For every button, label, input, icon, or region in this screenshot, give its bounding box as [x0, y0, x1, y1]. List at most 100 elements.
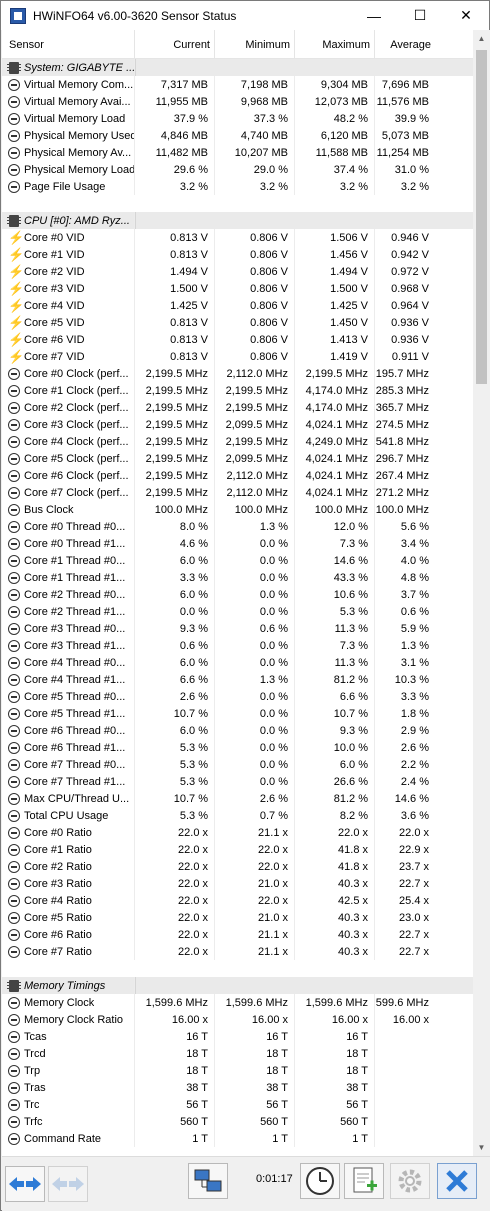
- sensor-row[interactable]: Physical Memory Used 4,846 MB 4,740 MB 6,12…: [2, 127, 473, 144]
- sensor-label: Core #3 Thread #1...: [24, 639, 126, 652]
- sensor-row[interactable]: ⚡ Core #1 VID 0.813 V 0.806 V 1.456 V 0.942 V: [2, 246, 473, 263]
- sensor-row[interactable]: Core #4 Clock (perf... 2,199.5 MHz 2,199.5…: [2, 433, 473, 450]
- sensor-row[interactable]: Virtual Memory Load 37.9 % 37.3 % 48.2 % 39.…: [2, 110, 473, 127]
- sensor-gauge-icon: [8, 146, 20, 159]
- sensor-row[interactable]: Core #1 Ratio 22.0 x 22.0 x 41.8 x 22.9 x: [2, 841, 473, 858]
- sensor-row[interactable]: Core #1 Clock (perf... 2,199.5 MHz 2,199.5…: [2, 382, 473, 399]
- sensor-row[interactable]: Tras 38 T 38 T 38 T: [2, 1079, 473, 1096]
- sensor-row[interactable]: Core #7 Clock (perf... 2,199.5 MHz 2,112.0…: [2, 484, 473, 501]
- close-x-icon[interactable]: [437, 1163, 477, 1199]
- sensor-row[interactable]: Trcd 18 T 18 T 18 T: [2, 1045, 473, 1062]
- sensor-grid[interactable]: Sensor Current Minimum Maximum Average S…: [2, 30, 473, 1156]
- sensor-row[interactable]: ⚡ Core #5 VID 0.813 V 0.806 V 1.450 V 0.936 V: [2, 314, 473, 331]
- sensor-row[interactable]: Core #3 Thread #1... 0.6 % 0.0 % 7.3 % 1.3 %: [2, 637, 473, 654]
- sensor-group-row[interactable]: Memory Timings: [2, 977, 473, 994]
- clock-icon[interactable]: [300, 1163, 340, 1199]
- maximum-value-cell: 41.8 x: [295, 841, 375, 858]
- sensor-row[interactable]: Core #3 Thread #0... 9.3 % 0.6 % 11.3 % 5.9 …: [2, 620, 473, 637]
- sensor-row[interactable]: Core #4 Ratio 22.0 x 22.0 x 42.5 x 25.4 x: [2, 892, 473, 909]
- sensor-row[interactable]: Physical Memory Av... 11,482 MB 10,207 MB 1…: [2, 144, 473, 161]
- arrows-left-right-icon[interactable]: [48, 1166, 88, 1202]
- current-value-cell: 2,199.5 MHz: [135, 484, 215, 501]
- sensor-label: Core #2 VID: [24, 265, 85, 278]
- arrows-left-right-icon[interactable]: [5, 1166, 45, 1202]
- sensor-row[interactable]: Core #6 Ratio 22.0 x 21.1 x 40.3 x 22.7 x: [2, 926, 473, 943]
- sensor-row[interactable]: Core #2 Thread #0... 6.0 % 0.0 % 10.6 % 3.7 …: [2, 586, 473, 603]
- sensor-name-cell: ⚡ Core #3 VID: [2, 280, 135, 297]
- sensor-row[interactable]: Core #1 Thread #0... 6.0 % 0.0 % 14.6 % 4.0 …: [2, 552, 473, 569]
- sensor-group-row[interactable]: CPU [#0]: AMD Ryz...: [2, 212, 473, 229]
- column-header-sensor[interactable]: Sensor: [2, 30, 135, 59]
- sensor-row[interactable]: Trc 56 T 56 T 56 T: [2, 1096, 473, 1113]
- sensor-row[interactable]: Trp 18 T 18 T 18 T: [2, 1062, 473, 1079]
- sensor-row[interactable]: Core #2 Clock (perf... 2,199.5 MHz 2,199.5…: [2, 399, 473, 416]
- sensor-row[interactable]: Virtual Memory Com... 7,317 MB 7,198 MB 9,3…: [2, 76, 473, 93]
- minimum-value-cell: 0.806 V: [215, 246, 295, 263]
- maximize-button[interactable]: ☐: [413, 7, 427, 23]
- sensor-label: Core #3 VID: [24, 282, 85, 295]
- sensor-row[interactable]: Core #2 Thread #1... 0.0 % 0.0 % 5.3 % 0.6 %: [2, 603, 473, 620]
- column-header-maximum[interactable]: Maximum: [295, 30, 375, 59]
- sensor-row[interactable]: Core #0 Thread #0... 8.0 % 1.3 % 12.0 % 5.6 …: [2, 518, 473, 535]
- settings-gear-icon[interactable]: [390, 1163, 430, 1199]
- sensor-row[interactable]: ⚡ Core #7 VID 0.813 V 0.806 V 1.419 V 0.911 V: [2, 348, 473, 365]
- sensor-row[interactable]: Core #6 Thread #0... 6.0 % 0.0 % 9.3 % 2.9 %: [2, 722, 473, 739]
- sensor-row[interactable]: Core #7 Ratio 22.0 x 21.1 x 40.3 x 22.7 x: [2, 943, 473, 960]
- sensor-row[interactable]: Physical Memory Load 29.6 % 29.0 % 37.4 % 31…: [2, 161, 473, 178]
- column-header-current[interactable]: Current: [135, 30, 215, 59]
- close-button[interactable]: ✕: [460, 7, 472, 23]
- sensor-row[interactable]: Core #3 Ratio 22.0 x 21.0 x 40.3 x 22.7 x: [2, 875, 473, 892]
- maximum-value-cell: 2,199.5 MHz: [295, 365, 375, 382]
- current-value-cell: 2,199.5 MHz: [135, 382, 215, 399]
- sensor-name-cell: Core #1 Thread #1...: [2, 569, 135, 586]
- add-report-icon[interactable]: [344, 1163, 384, 1199]
- sensor-row[interactable]: Core #7 Thread #1... 5.3 % 0.0 % 26.6 % 2.4 …: [2, 773, 473, 790]
- sensor-row[interactable]: Bus Clock 100.0 MHz 100.0 MHz 100.0 MHz 100.…: [2, 501, 473, 518]
- minimize-button[interactable]: —: [367, 7, 381, 24]
- column-header-minimum[interactable]: Minimum: [215, 30, 295, 59]
- sensor-row[interactable]: Core #6 Thread #1... 5.3 % 0.0 % 10.0 % 2.6 …: [2, 739, 473, 756]
- scrollbar-thumb[interactable]: [476, 50, 487, 384]
- sensor-row[interactable]: Core #5 Clock (perf... 2,199.5 MHz 2,099.5…: [2, 450, 473, 467]
- sensor-name-cell: Core #0 Thread #0...: [2, 518, 135, 535]
- sensor-name-cell: Page File Usage: [2, 178, 135, 195]
- vertical-scrollbar[interactable]: ▲ ▼: [473, 30, 490, 1156]
- sensor-row[interactable]: Core #5 Thread #1... 10.7 % 0.0 % 10.7 % 1.8…: [2, 705, 473, 722]
- sensor-row[interactable]: Max CPU/Thread U... 10.7 % 2.6 % 81.2 % 14.6…: [2, 790, 473, 807]
- sensor-row[interactable]: Core #0 Thread #1... 4.6 % 0.0 % 7.3 % 3.4 %: [2, 535, 473, 552]
- sensor-row[interactable]: ⚡ Core #0 VID 0.813 V 0.806 V 1.506 V 0.946 V: [2, 229, 473, 246]
- sensor-row[interactable]: Core #0 Clock (perf... 2,199.5 MHz 2,112.0…: [2, 365, 473, 382]
- title-bar[interactable]: HWiNFO64 v6.00-3620 Sensor Status — ☐ ✕: [1, 1, 489, 30]
- column-header-average[interactable]: Average: [390, 38, 431, 51]
- sensor-row[interactable]: ⚡ Core #3 VID 1.500 V 0.806 V 1.500 V 0.968 V: [2, 280, 473, 297]
- sensor-row[interactable]: Core #4 Thread #1... 6.6 % 1.3 % 81.2 % 10.3…: [2, 671, 473, 688]
- current-value-cell: 16.00 x: [135, 1011, 215, 1028]
- sensor-row[interactable]: Core #0 Ratio 22.0 x 21.1 x 22.0 x 22.0 x: [2, 824, 473, 841]
- minimum-value-cell: 2,099.5 MHz: [215, 450, 295, 467]
- sensor-row[interactable]: ⚡ Core #2 VID 1.494 V 0.806 V 1.494 V 0.972 V: [2, 263, 473, 280]
- sensor-row[interactable]: ⚡ Core #6 VID 0.813 V 0.806 V 1.413 V 0.936 V: [2, 331, 473, 348]
- sensor-row[interactable]: Core #2 Ratio 22.0 x 22.0 x 41.8 x 23.7 x: [2, 858, 473, 875]
- network-icon[interactable]: [188, 1163, 228, 1199]
- sensor-row[interactable]: Core #5 Ratio 22.0 x 21.0 x 40.3 x 23.0 x: [2, 909, 473, 926]
- sensor-row[interactable]: Total CPU Usage 5.3 % 0.7 % 8.2 % 3.6 %: [2, 807, 473, 824]
- sensor-row[interactable]: Trfc 560 T 560 T 560 T: [2, 1113, 473, 1130]
- sensor-row[interactable]: Core #4 Thread #0... 6.0 % 0.0 % 11.3 % 3.1 …: [2, 654, 473, 671]
- sensor-row[interactable]: Page File Usage 3.2 % 3.2 % 3.2 % 3.2 %: [2, 178, 473, 195]
- sensor-row[interactable]: Core #7 Thread #0... 5.3 % 0.0 % 6.0 % 2.2 %: [2, 756, 473, 773]
- sensor-row[interactable]: Virtual Memory Avai... 11,955 MB 9,968 MB 1…: [2, 93, 473, 110]
- scroll-up-arrow-icon[interactable]: ▲: [477, 34, 486, 43]
- sensor-group-row[interactable]: System: GIGABYTE ...: [2, 59, 473, 76]
- maximum-value-cell: 1.456 V: [295, 246, 375, 263]
- sensor-row[interactable]: Core #3 Clock (perf... 2,199.5 MHz 2,099.5…: [2, 416, 473, 433]
- scroll-down-arrow-icon[interactable]: ▼: [477, 1143, 486, 1152]
- sensor-row[interactable]: ⚡ Core #4 VID 1.425 V 0.806 V 1.425 V 0.964 V: [2, 297, 473, 314]
- sensor-row[interactable]: Core #1 Thread #1... 3.3 % 0.0 % 43.3 % 4.8 …: [2, 569, 473, 586]
- sensor-row[interactable]: Core #6 Clock (perf... 2,199.5 MHz 2,112.0…: [2, 467, 473, 484]
- sensor-row[interactable]: Tcas 16 T 16 T 16 T: [2, 1028, 473, 1045]
- sensor-row[interactable]: Memory Clock 1,599.6 MHz 1,599.6 MHz 1,599.…: [2, 994, 473, 1011]
- sensor-row[interactable]: Core #5 Thread #0... 2.6 % 0.0 % 6.6 % 3.3 %: [2, 688, 473, 705]
- sensor-label: Core #7 Ratio: [24, 945, 92, 958]
